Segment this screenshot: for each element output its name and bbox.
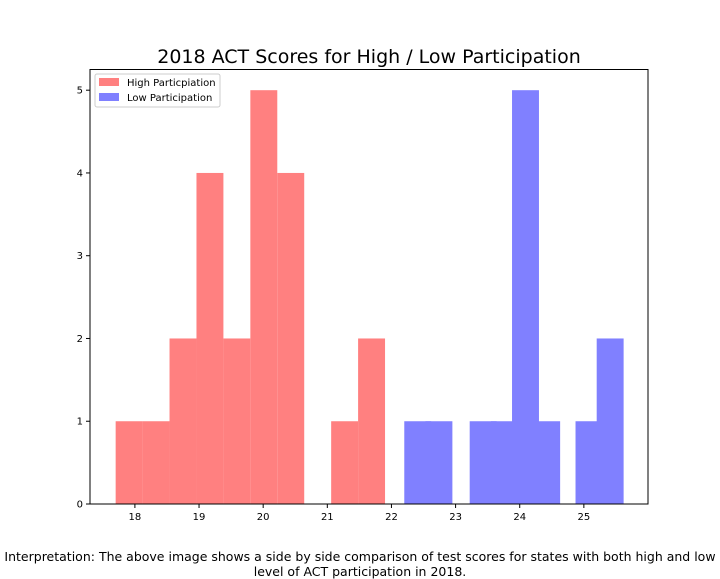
legend: High Particpiation Low Participation [94,73,221,108]
bar-high-6 [277,172,305,504]
bar-low-1 [425,421,453,504]
interpretation-caption: Interpretation: The above image shows a … [4,549,716,579]
x-tick-label: 24 [513,512,526,523]
bar-high-3 [196,172,224,504]
x-tick-label: 23 [449,512,462,523]
legend-swatch-low [99,93,119,101]
y-tick-label: 2 [77,334,83,345]
bar-high-1 [142,421,170,504]
x-tick-label: 21 [321,512,334,523]
bar-low-5 [533,421,561,504]
plot-frame [89,69,649,505]
y-tick-label: 5 [77,86,83,97]
bar-low-7 [596,338,624,504]
x-axis: 18 19 20 21 22 23 24 25 [129,504,590,523]
bar-high-0 [115,421,143,504]
x-tick-label: 20 [257,512,270,523]
x-tick-label: 18 [129,512,142,523]
x-tick-label: 19 [193,512,206,523]
y-tick-label: 0 [77,500,83,511]
legend-label-low: Low Participation [127,93,212,104]
x-tick-label: 22 [385,512,398,523]
legend-box [94,73,221,108]
chart-title: 2018 ACT Scores for High / Low Participa… [157,46,581,68]
y-tick-label: 4 [77,168,83,179]
bar-high-8 [358,338,386,504]
bars-layer [115,90,624,504]
x-tick-label: 25 [577,512,590,523]
bar-high-4 [223,338,251,504]
y-tick-label: 1 [77,417,83,428]
legend-swatch-high [99,78,119,86]
y-axis: 0 1 2 3 4 5 [77,86,90,511]
y-tick-label: 3 [77,251,83,262]
legend-label-high: High Particpiation [127,78,216,89]
bar-high-5 [250,90,278,504]
bar-high-7 [331,421,359,504]
bar-high-2 [169,338,197,504]
